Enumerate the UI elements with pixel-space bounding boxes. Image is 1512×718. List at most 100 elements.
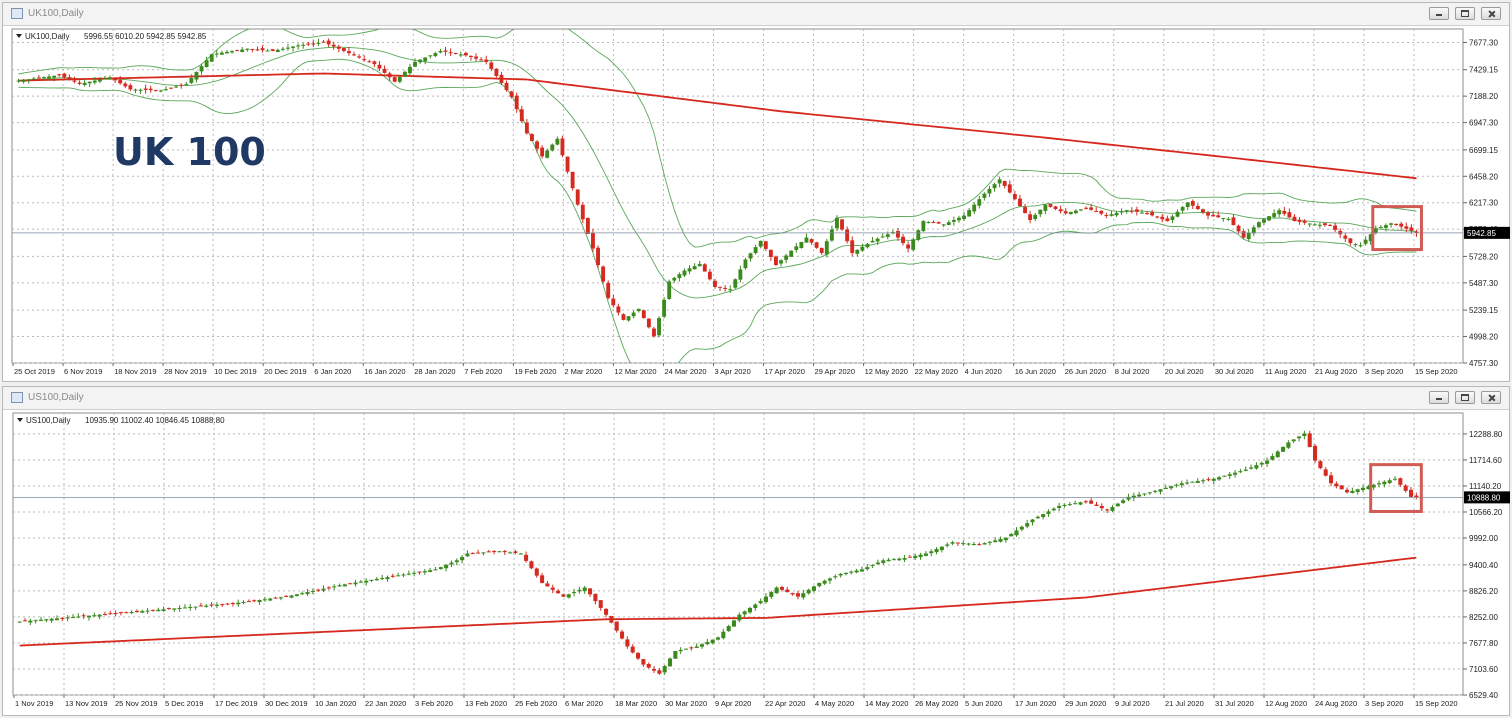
candle: [36, 74, 41, 79]
candle-body: [804, 237, 809, 243]
candle: [38, 616, 44, 622]
candle-body: [433, 53, 438, 57]
candle: [67, 74, 72, 81]
x-tick-label: 14 May 2020: [865, 699, 908, 708]
candle-body: [474, 56, 478, 59]
maximize-button[interactable]: [1455, 7, 1475, 20]
candle: [758, 598, 763, 605]
candle-body: [1382, 481, 1387, 485]
candle: [65, 615, 70, 622]
y-tick-label: 6529.40: [1469, 691, 1498, 700]
candle: [1158, 489, 1163, 495]
uk100-chart-window[interactable]: UK100,Daily 7677.30 7429.15 7188.20 6947.30…: [2, 2, 1510, 382]
candle-body: [1251, 227, 1256, 234]
us100-chart-window[interactable]: US100,Daily 12288.80 11714.60 11140.20 1056…: [2, 386, 1510, 716]
candle: [524, 551, 529, 563]
candle-body: [305, 592, 310, 595]
candle: [353, 579, 358, 587]
candle: [1286, 440, 1291, 450]
candle: [840, 218, 844, 231]
candle-body: [458, 54, 463, 56]
candle: [1145, 210, 1149, 215]
candle-body: [790, 593, 795, 595]
close-button[interactable]: [1481, 7, 1501, 20]
maximize-button[interactable]: [1455, 391, 1475, 404]
candle-body: [556, 590, 561, 594]
candle: [103, 75, 107, 80]
candle: [540, 573, 545, 584]
candle-body: [77, 82, 82, 84]
candle: [1043, 204, 1048, 215]
candle-body: [1313, 445, 1318, 461]
candle: [219, 50, 224, 55]
candle: [763, 593, 769, 604]
candle: [1378, 225, 1383, 229]
x-tick-label: 19 Feb 2020: [514, 367, 556, 376]
candle-body: [92, 80, 97, 83]
candle: [508, 551, 513, 554]
current-price-tag: [1464, 491, 1510, 504]
candle: [494, 68, 499, 78]
x-tick-label: 13 Feb 2020: [465, 699, 507, 708]
candle: [902, 554, 907, 563]
candle-body: [829, 229, 834, 241]
minimize-button[interactable]: [1429, 7, 1449, 20]
close-button[interactable]: [1481, 391, 1501, 404]
candle-body: [1206, 479, 1211, 481]
candle-body: [225, 51, 229, 54]
candle-body: [758, 601, 763, 604]
candle-body: [332, 586, 337, 588]
candle: [392, 76, 397, 83]
candle: [513, 549, 518, 555]
candle-body: [550, 144, 555, 151]
candle: [694, 643, 699, 648]
candle-body: [265, 50, 270, 52]
minimize-button[interactable]: [1429, 391, 1449, 404]
candle: [1297, 436, 1302, 442]
y-tick-label: 8252.00: [1469, 613, 1498, 622]
candle: [702, 263, 707, 272]
candle-body: [1387, 480, 1392, 484]
y-tick-label: 7188.20: [1469, 92, 1498, 101]
candle-body: [982, 193, 987, 198]
candle-body: [369, 579, 374, 581]
candle: [448, 48, 453, 56]
candle: [806, 588, 811, 595]
candle-body: [128, 85, 133, 90]
candle-body: [667, 281, 672, 299]
candle: [1003, 537, 1008, 543]
candle-body: [465, 553, 470, 557]
candle: [52, 75, 57, 82]
candle-body: [1046, 511, 1051, 514]
candle-body: [891, 559, 896, 561]
candle-body: [1137, 494, 1142, 497]
candle-body: [463, 52, 468, 56]
candle: [352, 51, 356, 57]
candle-body: [1211, 478, 1216, 481]
uk100-candlestick-chart[interactable]: 7677.30 7429.15 7188.20 6947.30 6699.15 6458.…: [3, 3, 1511, 383]
candle-body: [1110, 507, 1115, 511]
candle-body: [177, 607, 182, 610]
candle-body: [1002, 181, 1007, 186]
candle-body: [902, 558, 907, 560]
candle-body: [1115, 503, 1120, 507]
window-titlebar[interactable]: US100,Daily: [3, 387, 1509, 410]
candle: [682, 268, 687, 278]
window-titlebar[interactable]: UK100,Daily: [3, 3, 1509, 26]
candle: [652, 666, 657, 673]
us100-candlestick-chart[interactable]: 12288.80 11714.60 11140.20 10566.20 9992.00 9…: [3, 387, 1511, 717]
candle: [214, 602, 219, 609]
candle: [1053, 205, 1058, 211]
candle: [1099, 503, 1104, 511]
candle: [705, 638, 710, 646]
candle-body: [492, 551, 497, 553]
candle-body: [301, 44, 306, 46]
candle: [572, 588, 577, 597]
candle: [1190, 481, 1195, 483]
candle-body: [438, 567, 443, 570]
candle-body: [817, 582, 822, 587]
candle-body: [1094, 504, 1099, 506]
candle: [428, 567, 433, 573]
candle-body: [1150, 212, 1155, 216]
candle-body: [280, 48, 285, 50]
